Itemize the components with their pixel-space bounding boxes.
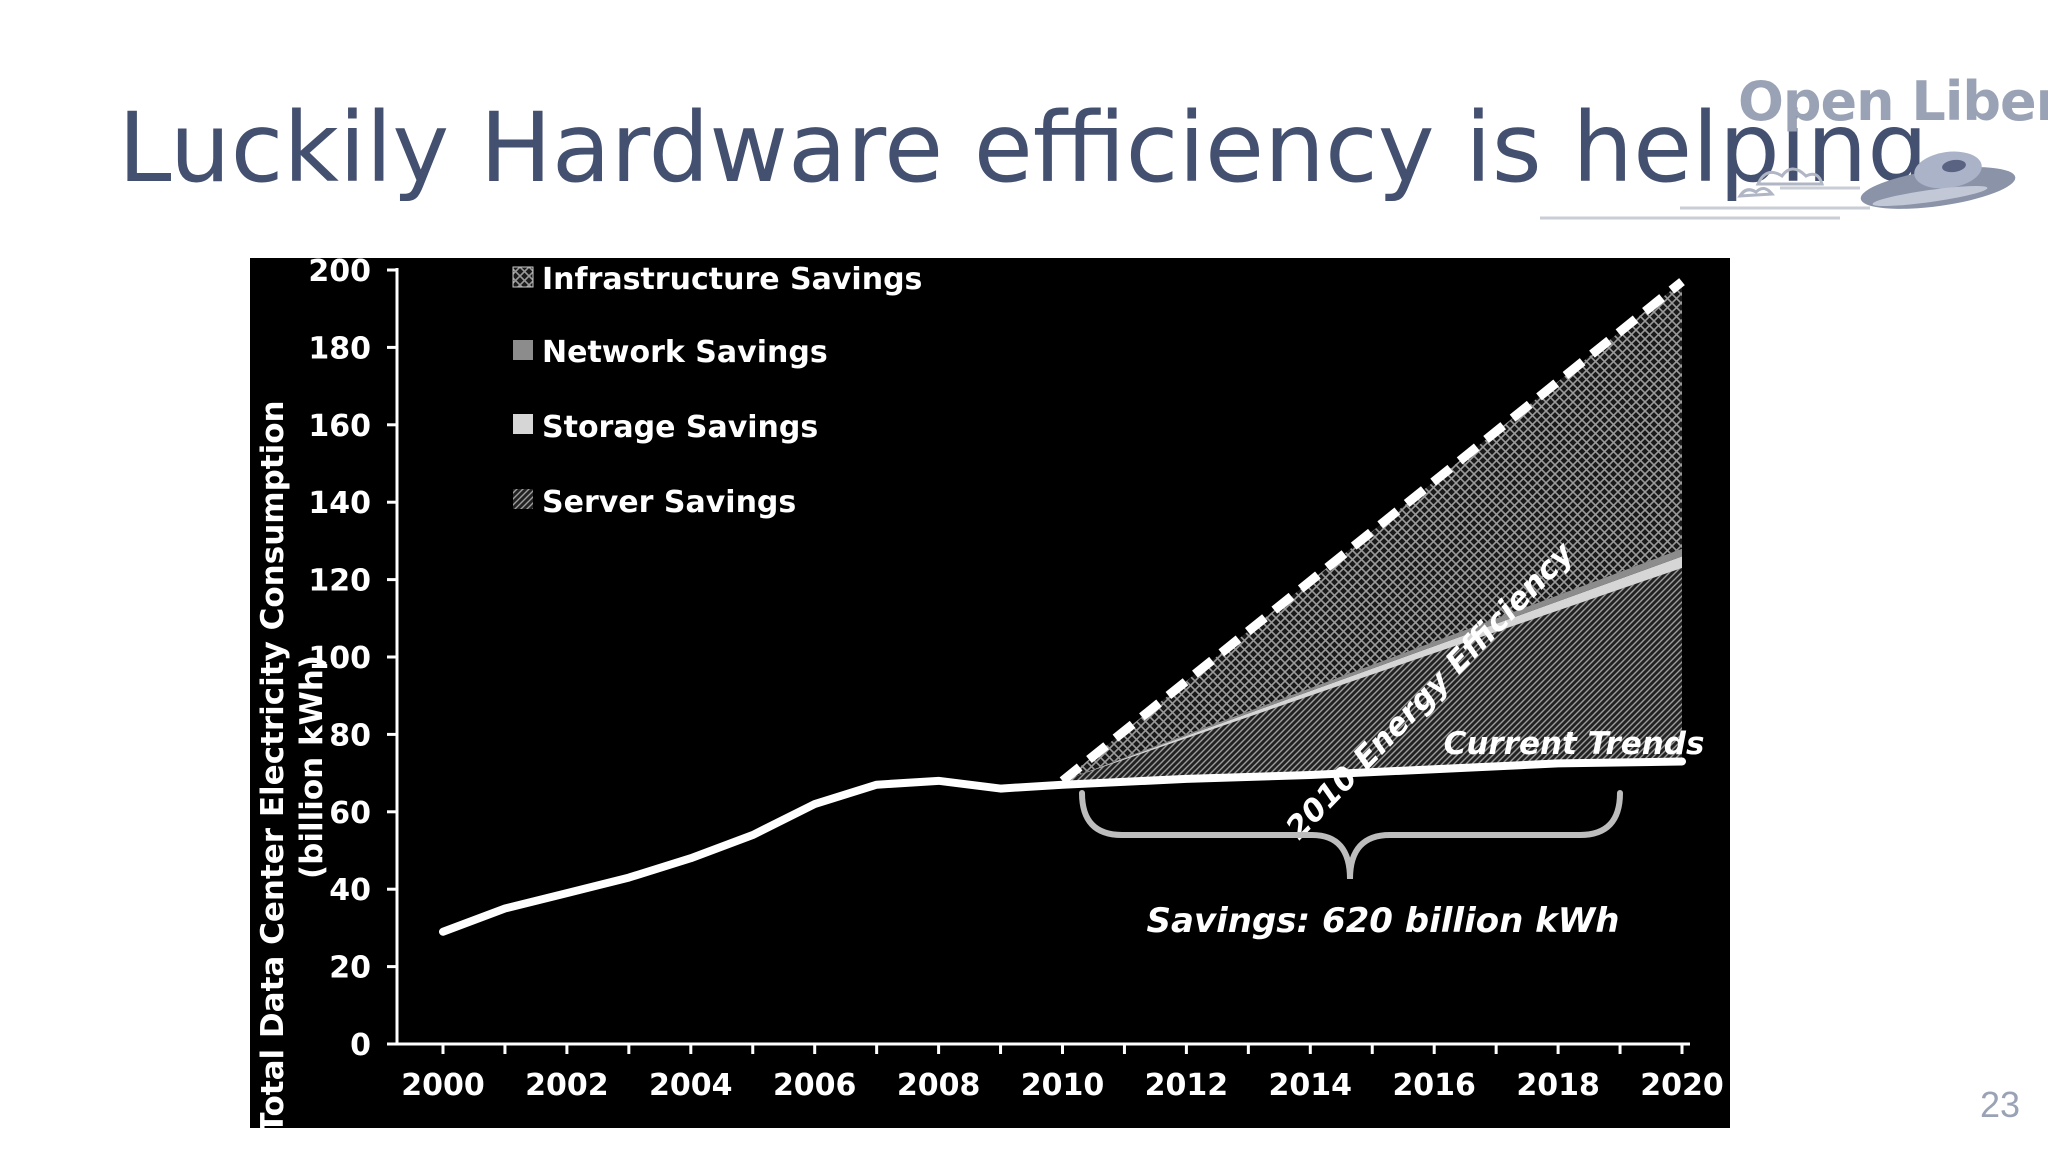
x-tick-label-2014: 2014 xyxy=(1269,1068,1353,1103)
y-tick-label-180: 180 xyxy=(308,331,371,366)
y-tick-label-60: 60 xyxy=(329,796,371,831)
series-line-current-trends xyxy=(439,757,1686,936)
x-tick-label-2002: 2002 xyxy=(525,1068,609,1103)
x-tick-label-2000: 2000 xyxy=(401,1068,485,1103)
x-tick-label-2008: 2008 xyxy=(897,1068,981,1103)
legend-label-infrastructure: Infrastructure Savings xyxy=(542,262,922,297)
legend-item-infrastructure-savings: Infrastructure Savings xyxy=(512,262,922,297)
y-tick-label-140: 140 xyxy=(308,486,371,521)
legend-swatch-network xyxy=(513,340,533,360)
y-tick-label-0: 0 xyxy=(350,1028,371,1063)
legend-label-storage: Storage Savings xyxy=(542,410,818,445)
flying-saucer-icon xyxy=(1540,151,2016,220)
x-tick-label-2012: 2012 xyxy=(1145,1068,1229,1103)
savings-brace xyxy=(1079,790,1623,880)
y-tick-label-40: 40 xyxy=(329,873,371,908)
logo-text: Open Liberty xyxy=(1738,70,2048,133)
annotation-savings-total: Savings: 620 billion kWh xyxy=(1147,901,1620,941)
legend-item-network-savings: Network Savings xyxy=(513,335,828,370)
y-tick-label-200: 200 xyxy=(308,258,371,289)
x-tick-label-2018: 2018 xyxy=(1516,1068,1600,1103)
x-tick-label-2020: 2020 xyxy=(1640,1068,1724,1103)
band-server-savings xyxy=(1062,567,1682,785)
legend-label-server: Server Savings xyxy=(542,485,796,520)
series-line-2010-energy-efficiency xyxy=(1059,278,1685,785)
legend-swatch-server xyxy=(513,489,533,509)
annotation-current-trends: Current Trends xyxy=(1444,726,1705,762)
legend-swatch-infrastructure xyxy=(512,266,534,288)
legend-swatch-storage xyxy=(513,414,533,434)
x-tick-label-2010: 2010 xyxy=(1021,1068,1105,1103)
x-tick-label-2016: 2016 xyxy=(1392,1068,1476,1103)
legend-label-network: Network Savings xyxy=(542,335,828,370)
x-tick-label-2004: 2004 xyxy=(649,1068,733,1103)
page-number: 23 xyxy=(1979,1084,2020,1125)
slide-title: Luckily Hardware efficiency is helping xyxy=(118,92,1929,204)
legend-item-server-savings: Server Savings xyxy=(513,485,796,520)
y-tick-label-120: 120 xyxy=(308,564,371,599)
y-tick-label-160: 160 xyxy=(308,409,371,444)
y-tick-label-20: 20 xyxy=(329,951,371,986)
chart-panel: 0 20 40 60 80 100 120 140 160 180 200 2000 2002 2004 2… xyxy=(250,258,1730,1128)
y-tick-label-100: 100 xyxy=(308,641,371,676)
y-tick-label-80: 80 xyxy=(329,718,371,753)
chart-legend: Infrastructure Savings Network Savings S… xyxy=(512,262,922,520)
y-axis-label-line2: (billion kWh) xyxy=(294,655,330,879)
open-liberty-logo: Open Liberty xyxy=(1540,70,2048,230)
legend-item-storage-savings: Storage Savings xyxy=(513,410,818,445)
x-tick-label-2006: 2006 xyxy=(773,1068,857,1103)
y-axis-label-line1: Total Data Center Electricity Consumptio… xyxy=(255,400,291,1128)
data-center-consumption-chart: 0 20 40 60 80 100 120 140 160 180 200 2000 2002 2004 2… xyxy=(255,258,1724,1128)
